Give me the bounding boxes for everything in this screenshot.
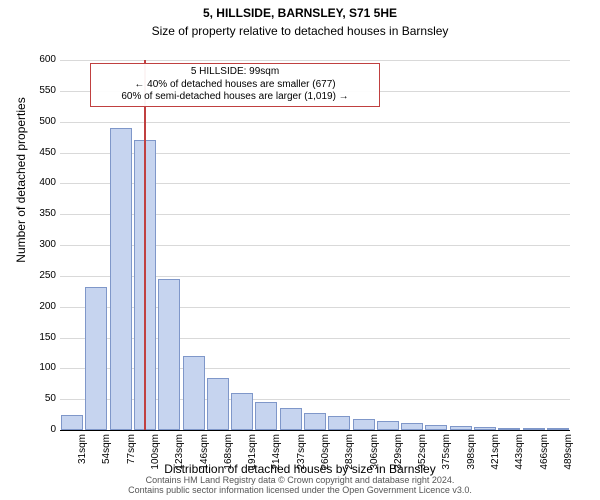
bar: [474, 427, 496, 430]
bar: [110, 128, 132, 430]
y-tick-label: 450: [24, 147, 56, 158]
bar: [377, 421, 399, 430]
bar: [425, 425, 447, 430]
bar: [61, 415, 83, 430]
marker-callout: 5 HILLSIDE: 99sqm ← 40% of detached house…: [90, 63, 380, 107]
property-marker-line: [144, 60, 146, 430]
y-tick-label: 350: [24, 208, 56, 219]
y-tick-label: 300: [24, 239, 56, 250]
gridline: [60, 122, 570, 123]
bar: [450, 426, 472, 430]
y-tick-label: 400: [24, 177, 56, 188]
y-tick-label: 200: [24, 301, 56, 312]
y-tick-label: 600: [24, 54, 56, 65]
y-tick-label: 250: [24, 270, 56, 281]
bar: [401, 423, 423, 430]
address-line: 5, HILLSIDE, BARNSLEY, S71 5HE: [0, 6, 600, 20]
bar: [231, 393, 253, 430]
bar: [523, 428, 545, 430]
copyright-footer: Contains HM Land Registry data © Crown c…: [0, 476, 600, 496]
y-tick-label: 50: [24, 393, 56, 404]
x-axis-label: Distribution of detached houses by size …: [0, 462, 600, 476]
bar: [255, 402, 277, 430]
bar: [207, 378, 229, 430]
chart-title: Size of property relative to detached ho…: [0, 24, 600, 38]
callout-line3: 60% of semi-detached houses are larger (…: [121, 91, 348, 102]
bar: [328, 416, 350, 430]
gridline: [60, 430, 570, 431]
y-tick-label: 0: [24, 424, 56, 435]
bar: [498, 428, 520, 430]
gridline: [60, 60, 570, 61]
bar: [183, 356, 205, 430]
bar: [353, 419, 375, 430]
plot-area: 05010015020025030035040045050055060031sq…: [60, 60, 570, 430]
y-tick-label: 500: [24, 116, 56, 127]
y-tick-label: 100: [24, 362, 56, 373]
footer-line1: Contains HM Land Registry data © Crown c…: [146, 475, 455, 485]
footer-line2: Contains public sector information licen…: [128, 485, 472, 495]
callout-line1: 5 HILLSIDE: 99sqm: [191, 66, 279, 77]
bar: [547, 428, 569, 430]
y-tick-label: 150: [24, 332, 56, 343]
bar: [158, 279, 180, 430]
bar: [280, 408, 302, 430]
callout-line2: ← 40% of detached houses are smaller (67…: [134, 79, 335, 90]
bar: [85, 287, 107, 430]
bar: [304, 413, 326, 430]
y-tick-label: 550: [24, 85, 56, 96]
